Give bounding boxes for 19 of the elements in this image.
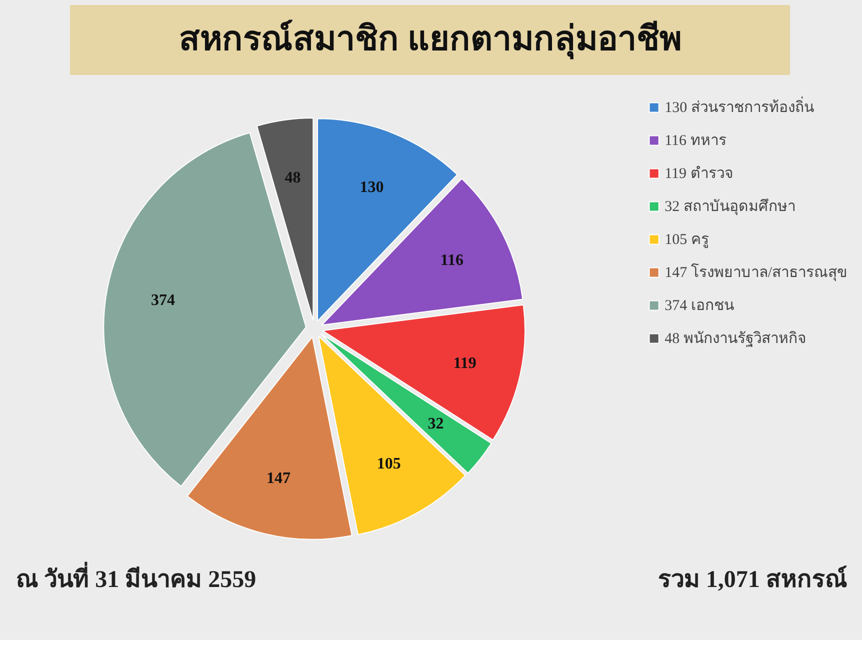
data-label: 374 [150, 292, 175, 310]
text: รวม 1,071 สหกรณ์ [658, 565, 847, 594]
legend-label: 32 สถาบันอุดมศึกษา [664, 198, 796, 218]
data-label: 130 [360, 179, 384, 196]
legend-label: 147 โรงพยาบาล/สาธารณสุข [664, 262, 847, 284]
legend-label: 116 ทหาร [664, 132, 726, 151]
data-label: 32 [428, 416, 444, 433]
text: ณ วันที่ 31 มีนาคม 2559 [16, 561, 256, 594]
data-label: 147 [266, 470, 290, 488]
legend-label: 130 ส่วนราชการท้องถิ่น [664, 96, 814, 118]
legend-label: 374 เอกชน [664, 297, 734, 316]
legend-label: 48 พนักงานรัฐวิสาหกิจ [664, 330, 806, 349]
legend-label: 105 ครู [664, 231, 709, 250]
data-label: 105 [376, 455, 401, 472]
chart-title: สหกรณ์สมาชิก แยกตามกลุ่มอาชีพ [178, 18, 682, 62]
data-label: 119 [453, 354, 476, 372]
legend-label: 119 ตำรวจ [664, 164, 734, 184]
data-label: 116 [440, 252, 464, 270]
data-label: 48 [284, 170, 301, 187]
